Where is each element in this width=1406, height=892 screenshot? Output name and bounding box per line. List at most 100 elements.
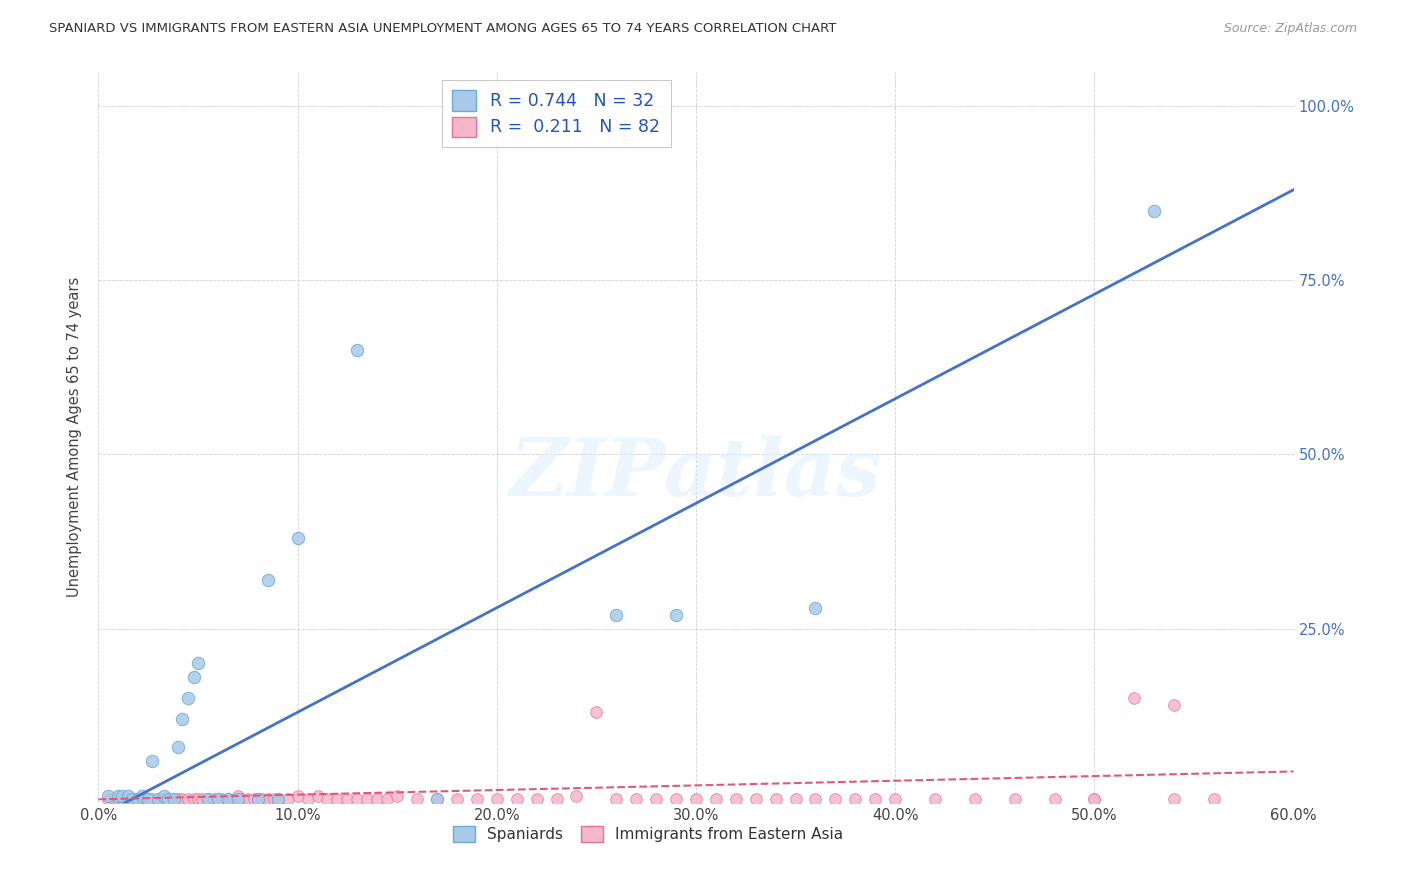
Point bbox=[765, 792, 787, 806]
Point bbox=[117, 792, 139, 806]
Point bbox=[824, 792, 846, 806]
Point bbox=[704, 792, 727, 806]
Point bbox=[1202, 792, 1225, 806]
Point bbox=[150, 792, 173, 806]
Text: SPANIARD VS IMMIGRANTS FROM EASTERN ASIA UNEMPLOYMENT AMONG AGES 65 TO 74 YEARS : SPANIARD VS IMMIGRANTS FROM EASTERN ASIA… bbox=[49, 22, 837, 36]
Point bbox=[804, 792, 827, 806]
Point bbox=[136, 792, 159, 806]
Point bbox=[924, 792, 946, 806]
Point bbox=[97, 792, 120, 806]
Point bbox=[97, 789, 120, 803]
Point bbox=[526, 792, 548, 806]
Point bbox=[426, 792, 449, 806]
Point bbox=[385, 789, 409, 803]
Point bbox=[287, 789, 309, 803]
Point bbox=[246, 792, 269, 806]
Point bbox=[127, 792, 149, 806]
Point bbox=[267, 792, 290, 806]
Point bbox=[148, 792, 170, 806]
Point bbox=[226, 789, 249, 803]
Point bbox=[183, 670, 205, 684]
Point bbox=[1083, 792, 1105, 806]
Point bbox=[685, 792, 707, 806]
Point bbox=[157, 792, 180, 806]
Point bbox=[605, 607, 627, 622]
Point bbox=[183, 792, 205, 806]
Point bbox=[226, 792, 249, 806]
Point bbox=[263, 792, 285, 806]
Point bbox=[211, 792, 233, 806]
Point bbox=[121, 792, 143, 806]
Point bbox=[124, 792, 146, 806]
Point bbox=[446, 792, 468, 806]
Point bbox=[884, 792, 907, 806]
Point bbox=[107, 789, 129, 803]
Point bbox=[207, 792, 229, 806]
Point bbox=[546, 792, 568, 806]
Point bbox=[346, 343, 368, 357]
Point bbox=[243, 792, 266, 806]
Point bbox=[111, 789, 134, 803]
Point bbox=[187, 657, 209, 671]
Y-axis label: Unemployment Among Ages 65 to 74 years: Unemployment Among Ages 65 to 74 years bbox=[67, 277, 83, 598]
Point bbox=[197, 792, 219, 806]
Point bbox=[157, 792, 180, 806]
Point bbox=[141, 754, 163, 768]
Point bbox=[346, 792, 368, 806]
Point bbox=[1163, 792, 1185, 806]
Point bbox=[177, 691, 200, 706]
Point bbox=[506, 792, 529, 806]
Point bbox=[107, 792, 129, 806]
Point bbox=[356, 792, 378, 806]
Point bbox=[250, 792, 273, 806]
Point bbox=[326, 792, 349, 806]
Point bbox=[645, 792, 668, 806]
Point bbox=[336, 792, 359, 806]
Point bbox=[316, 792, 339, 806]
Point bbox=[177, 792, 200, 806]
Point bbox=[163, 792, 186, 806]
Point bbox=[148, 792, 170, 806]
Point bbox=[207, 792, 229, 806]
Point bbox=[785, 792, 807, 806]
Point bbox=[745, 792, 768, 806]
Point bbox=[605, 792, 627, 806]
Point bbox=[1123, 691, 1146, 706]
Point bbox=[167, 740, 190, 755]
Point bbox=[236, 792, 259, 806]
Point bbox=[131, 789, 153, 803]
Point bbox=[665, 792, 688, 806]
Point bbox=[217, 792, 239, 806]
Point bbox=[187, 792, 209, 806]
Point bbox=[565, 789, 588, 803]
Point bbox=[103, 792, 125, 806]
Point bbox=[256, 792, 278, 806]
Point bbox=[222, 792, 245, 806]
Point bbox=[256, 573, 278, 587]
Point bbox=[465, 792, 488, 806]
Point bbox=[1043, 792, 1066, 806]
Legend: Spaniards, Immigrants from Eastern Asia: Spaniards, Immigrants from Eastern Asia bbox=[446, 819, 851, 850]
Point bbox=[375, 792, 398, 806]
Point bbox=[626, 792, 648, 806]
Point bbox=[366, 792, 388, 806]
Point bbox=[131, 792, 153, 806]
Point bbox=[426, 792, 449, 806]
Point bbox=[277, 792, 299, 806]
Point bbox=[172, 792, 194, 806]
Point bbox=[153, 789, 176, 803]
Point bbox=[172, 712, 194, 726]
Point bbox=[406, 792, 429, 806]
Point bbox=[167, 792, 190, 806]
Point bbox=[246, 792, 269, 806]
Point bbox=[1163, 698, 1185, 713]
Point bbox=[111, 792, 134, 806]
Point bbox=[197, 792, 219, 806]
Point bbox=[297, 792, 319, 806]
Point bbox=[963, 792, 986, 806]
Point bbox=[724, 792, 747, 806]
Point bbox=[485, 792, 508, 806]
Point bbox=[202, 792, 225, 806]
Point bbox=[307, 789, 329, 803]
Point bbox=[163, 792, 186, 806]
